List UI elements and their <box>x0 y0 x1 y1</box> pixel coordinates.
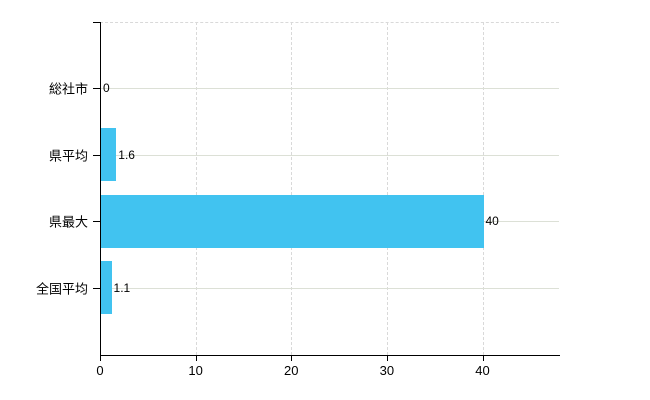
plot-top-border <box>100 22 559 23</box>
data-label-3: 40 <box>485 214 499 228</box>
x-axis-tick <box>100 355 101 361</box>
vertical-gridline <box>291 22 293 355</box>
category-label-2: 県平均 <box>48 148 88 163</box>
vertical-gridline <box>195 22 197 355</box>
horizontal-gridline <box>100 154 559 156</box>
x-axis-tick-label: 0 <box>96 363 104 378</box>
data-label-1: 0 <box>103 81 110 95</box>
x-axis-tick-label: 20 <box>284 363 299 378</box>
x-axis-tick <box>291 355 293 361</box>
vertical-gridline <box>386 22 388 355</box>
category-label-4: 全国平均 <box>35 281 88 296</box>
y-axis-tick <box>93 88 100 89</box>
x-axis-tick <box>482 355 484 361</box>
y-axis-tick <box>93 287 100 289</box>
bar-3 <box>101 194 484 248</box>
x-axis-tick-label: 40 <box>475 363 490 378</box>
data-label-2: 1.6 <box>118 147 135 162</box>
bar-4 <box>101 261 112 314</box>
data-label-4: 1.1 <box>113 280 131 295</box>
y-axis-tick <box>93 22 100 23</box>
category-label-3: 県最大 <box>48 214 88 230</box>
x-axis-tick <box>195 355 197 361</box>
bar-2 <box>101 128 117 181</box>
y-axis-tick <box>93 221 100 222</box>
x-axis <box>100 355 560 356</box>
horizontal-gridline <box>100 287 559 289</box>
horizontal-gridline <box>100 88 559 89</box>
x-axis-tick-label: 10 <box>188 363 203 378</box>
x-axis-tick-label: 30 <box>379 363 395 378</box>
category-label-1: 総社市 <box>48 81 88 97</box>
y-axis <box>100 22 101 355</box>
vertical-gridline <box>482 22 484 355</box>
x-axis-tick <box>386 355 388 361</box>
y-axis-tick <box>93 154 100 156</box>
